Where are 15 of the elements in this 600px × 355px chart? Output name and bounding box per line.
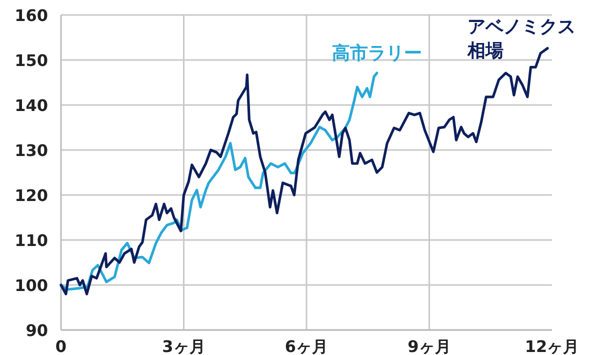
x-tick-label: 9ヶ月 [408,337,451,355]
x-tick-label: 6ヶ月 [284,337,328,355]
x-tick-label: 0 [55,337,67,355]
y-tick-label: 100 [14,276,48,295]
y-tick-label: 90 [26,321,48,340]
y-tick-label: 130 [14,141,48,160]
y-tick-label: 120 [14,186,48,205]
y-tick-label: 110 [14,231,48,250]
y-tick-label: 160 [14,6,48,25]
x-tick-label: 3ヶ月 [162,337,206,355]
series-label: アベノミクス相場 [466,16,576,62]
y-tick-label: 150 [14,51,48,70]
y-tick-label: 140 [14,96,48,115]
x-tick-label: 12ヶ月 [524,337,580,355]
series-label: 高市ラリー [332,43,422,64]
